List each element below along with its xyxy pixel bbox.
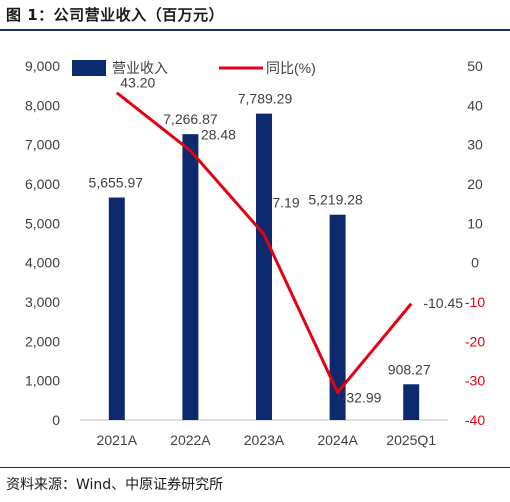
revenue-bar xyxy=(403,384,420,420)
y-right-tick-label: 30 xyxy=(467,137,483,153)
y-left-tick-label: 0 xyxy=(52,412,60,428)
revenue-bar-label: 5,655.97 xyxy=(89,175,144,191)
y-right-tick-label: 0 xyxy=(471,255,479,271)
revenue-bar-label: 908.27 xyxy=(388,361,431,377)
y-right-tick-label: 20 xyxy=(467,176,483,192)
x-tick-label: 2025Q1 xyxy=(386,432,436,448)
y-left-tick-label: 9,000 xyxy=(25,58,60,74)
revenue-bar-label: 7,789.29 xyxy=(238,91,293,107)
revenue-bar xyxy=(329,214,346,420)
x-tick-label: 2024A xyxy=(317,432,358,448)
revenue-bar xyxy=(182,134,199,420)
x-tick-label: 2023A xyxy=(244,432,285,448)
y-left-tick-label: 4,000 xyxy=(25,255,60,271)
growth-point-label: -10.45 xyxy=(423,295,463,311)
y-right-tick-label: -40 xyxy=(465,412,485,428)
growth-line xyxy=(115,91,413,394)
y-right-tick-label: 50 xyxy=(467,58,483,74)
revenue-bar-label: 7,266.87 xyxy=(163,111,218,127)
figure-title: 图 1：公司营业收入（百万元） xyxy=(6,6,225,24)
legend-label-revenue: 营业收入 xyxy=(112,60,168,76)
y-left-tick-label: 5,000 xyxy=(25,215,60,231)
y-right-tick-label: -10 xyxy=(465,294,485,310)
x-tick-label: 2022A xyxy=(170,432,211,448)
growth-point-label: -32.99 xyxy=(342,389,382,405)
source-rule xyxy=(0,467,510,468)
y-right-tick-label: -30 xyxy=(465,373,485,389)
y-left-tick-label: 7,000 xyxy=(25,137,60,153)
revenue-bar xyxy=(108,197,125,420)
y-left-tick-label: 8,000 xyxy=(25,97,60,113)
legend-swatch-revenue xyxy=(72,60,106,76)
growth-point-label: 7.19 xyxy=(272,194,299,210)
revenue-chart: 0 1,000 2,000 3,000 4,000 5,000 6,000 7,000 8,00… xyxy=(25,58,485,448)
y-right-tick-label: -20 xyxy=(465,333,485,349)
revenue-bar-label: 5,219.28 xyxy=(308,192,363,208)
y-right-tick-label: 10 xyxy=(467,215,483,231)
y-left-tick-label: 1,000 xyxy=(25,373,60,389)
legend-label-growth: 同比(%) xyxy=(266,60,316,76)
growth-point-label: 43.20 xyxy=(120,75,155,91)
revenue-bar xyxy=(256,113,272,420)
y-right-tick-label: 40 xyxy=(467,97,483,113)
source-note: 资料来源：Wind、中原证券研究所 xyxy=(6,477,224,493)
x-tick-label: 2021A xyxy=(97,432,138,448)
title-rule xyxy=(0,29,510,31)
y-left-tick-label: 3,000 xyxy=(25,294,60,310)
y-left-tick-label: 2,000 xyxy=(25,333,60,349)
growth-point-label: 28.48 xyxy=(201,127,236,143)
y-left-tick-label: 6,000 xyxy=(25,176,60,192)
